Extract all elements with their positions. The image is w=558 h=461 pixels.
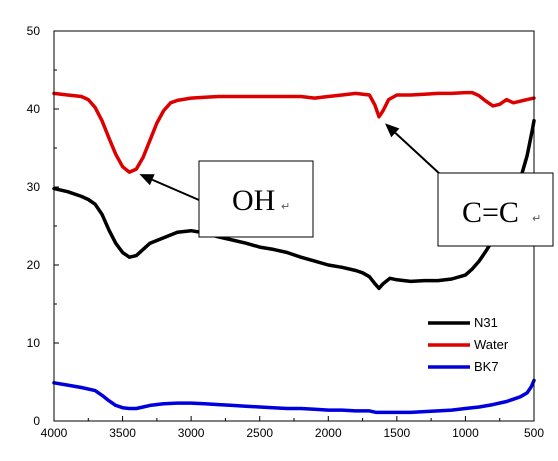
callout-cc-box: [437, 172, 554, 247]
callout-cc-text: C=C: [462, 196, 519, 229]
callout-oh-mark: ↵: [281, 200, 290, 213]
legend-label-bk7: BK7: [474, 359, 499, 374]
legend-label-water: Water: [474, 337, 509, 352]
x-tick-label: 4000: [41, 426, 68, 440]
y-axis-ticks: 0 10 20 30 40 50: [27, 24, 59, 428]
x-tick-label: 1000: [452, 426, 479, 440]
callout-oh-arrow: [151, 178, 200, 201]
legend-label-n31: N31: [474, 315, 498, 330]
y-tick-label: 20: [27, 258, 41, 272]
series-line-bk7: [52, 378, 536, 415]
legend: N31 Water BK7: [428, 315, 509, 374]
series-line-water: [52, 90, 536, 174]
callout-cc-mark: ↵: [532, 212, 541, 225]
callout-cc-arrow: [394, 132, 442, 176]
callout-oh: OH ↵: [139, 160, 314, 238]
y-tick-label: 30: [27, 180, 41, 194]
x-tick-label: 500: [524, 426, 544, 440]
series-line-n31: [52, 118, 536, 291]
x-tick-label: 2500: [246, 426, 273, 440]
x-tick-label: 3000: [178, 426, 205, 440]
y-tick-label: 0: [33, 414, 40, 428]
callout-oh-arrowhead: [139, 174, 155, 186]
callout-cc-arrowhead: [385, 123, 400, 138]
callout-oh-box: [198, 160, 314, 238]
y-tick-label: 40: [27, 102, 41, 116]
y-tick-label: 10: [27, 336, 41, 350]
series-layer: [52, 90, 536, 415]
x-tick-label: 2000: [315, 426, 342, 440]
x-tick-label: 3500: [109, 426, 136, 440]
x-tick-label: 1500: [384, 426, 411, 440]
callout-oh-text: OH: [232, 184, 275, 217]
callout-cc: C=C ↵: [385, 123, 554, 247]
y-tick-label: 50: [27, 24, 41, 38]
x-axis-ticks: 4000 3500 3000 2500 2000 1500 1000 500: [41, 416, 544, 440]
